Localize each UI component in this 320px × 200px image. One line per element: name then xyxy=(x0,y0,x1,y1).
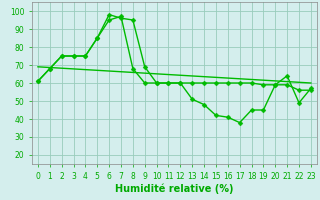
X-axis label: Humidité relative (%): Humidité relative (%) xyxy=(115,183,234,194)
